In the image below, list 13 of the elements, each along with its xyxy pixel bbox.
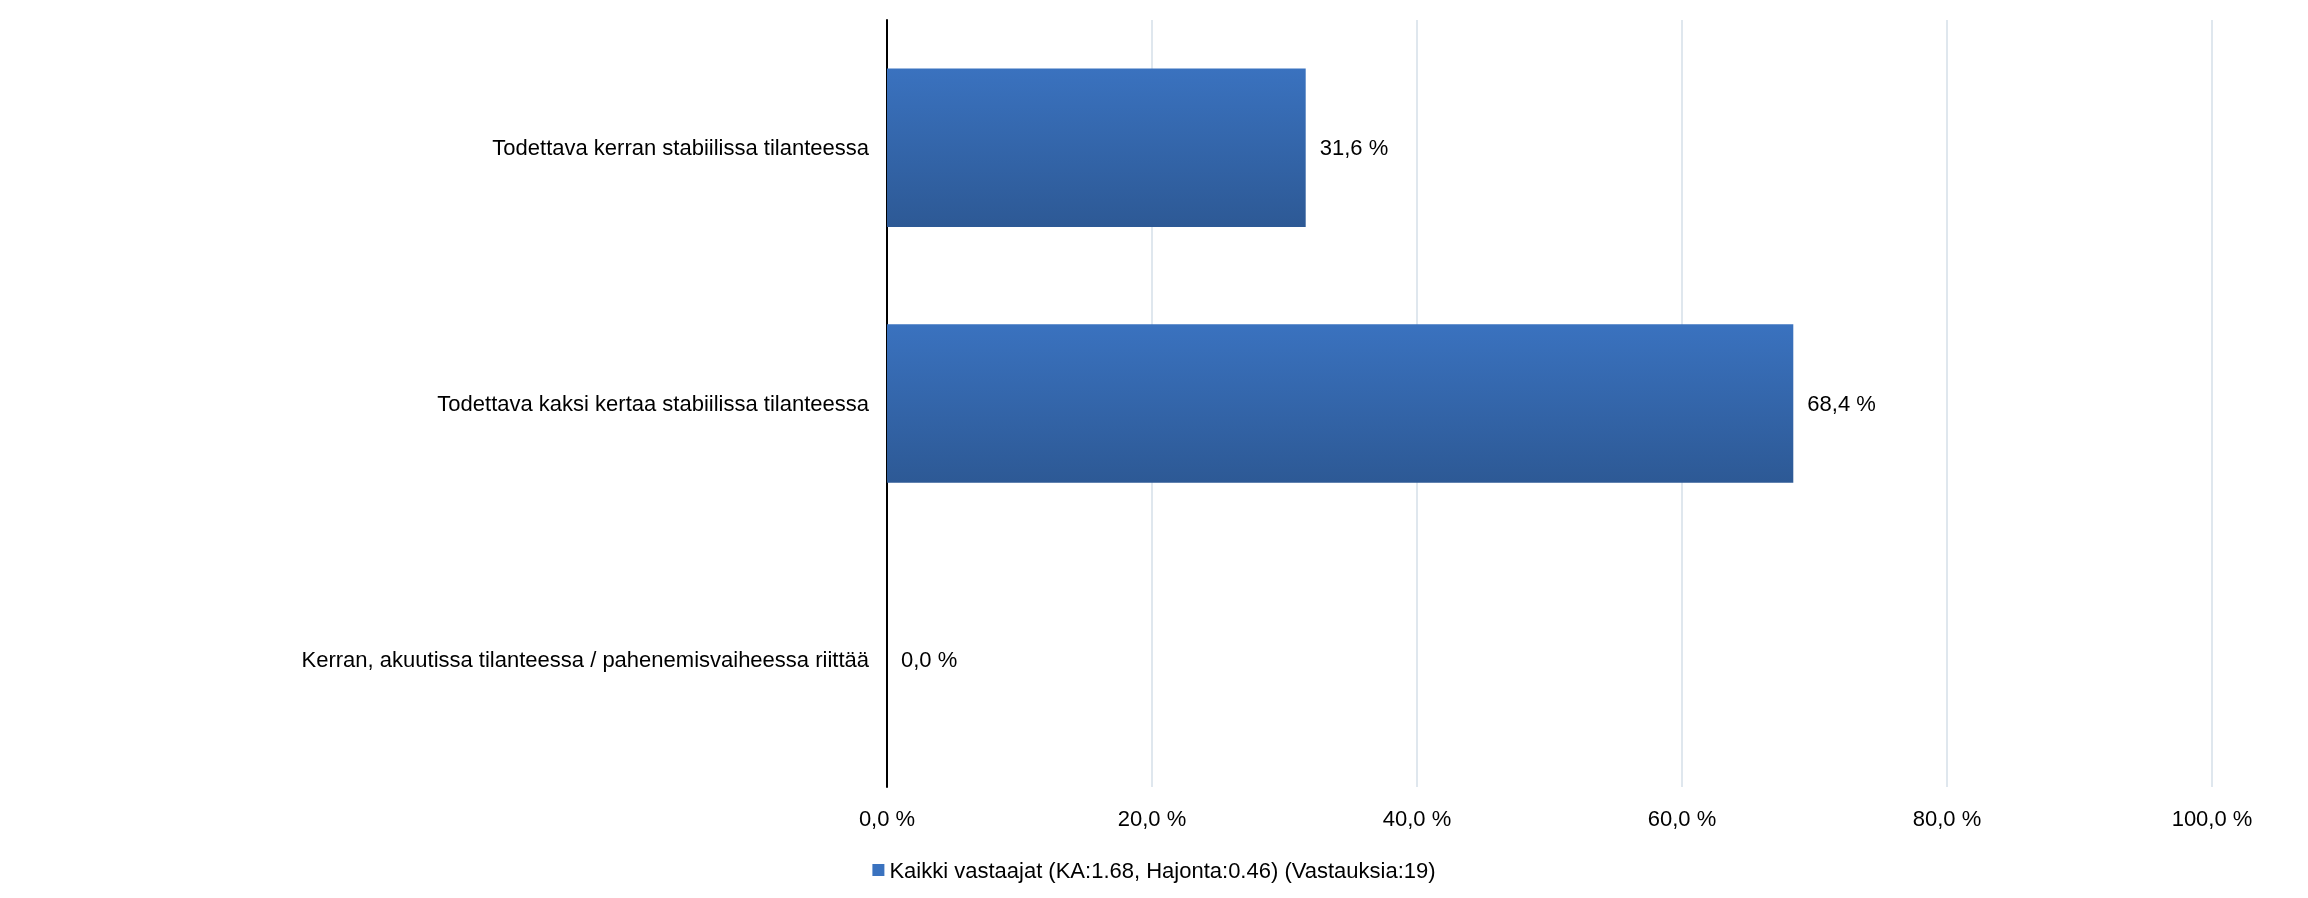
x-tick-label: 0,0 % [858,805,916,831]
y-tick-label: Todettava kerran stabiilissa tilanteessa [492,135,870,161]
data-label: 31,6 % [1319,135,1389,161]
x-tick-label: 20,0 % [1117,805,1187,831]
y-tick-label: Kerran, akuutissa tilanteessa / pahenemisvaiheessa riittää [301,646,870,672]
x-tick-label: 80,0 % [1912,805,1982,831]
data-label: 68,4 % [1807,391,1876,416]
legend-label: Kaikki vastaajat (KA:1.68, Hajonta:0.46) (Vastauksia:19) [889,857,1436,883]
x-tick-label: 40,0 % [1382,805,1452,831]
data-label: 0,0 % [901,646,958,672]
x-tick-label: 100,0 % [2171,805,2253,831]
y-tick-label: Todettava kaksi kertaa stabiilissa tilanteessa [437,391,870,416]
x-tick-label: 60,0 % [1647,805,1717,831]
